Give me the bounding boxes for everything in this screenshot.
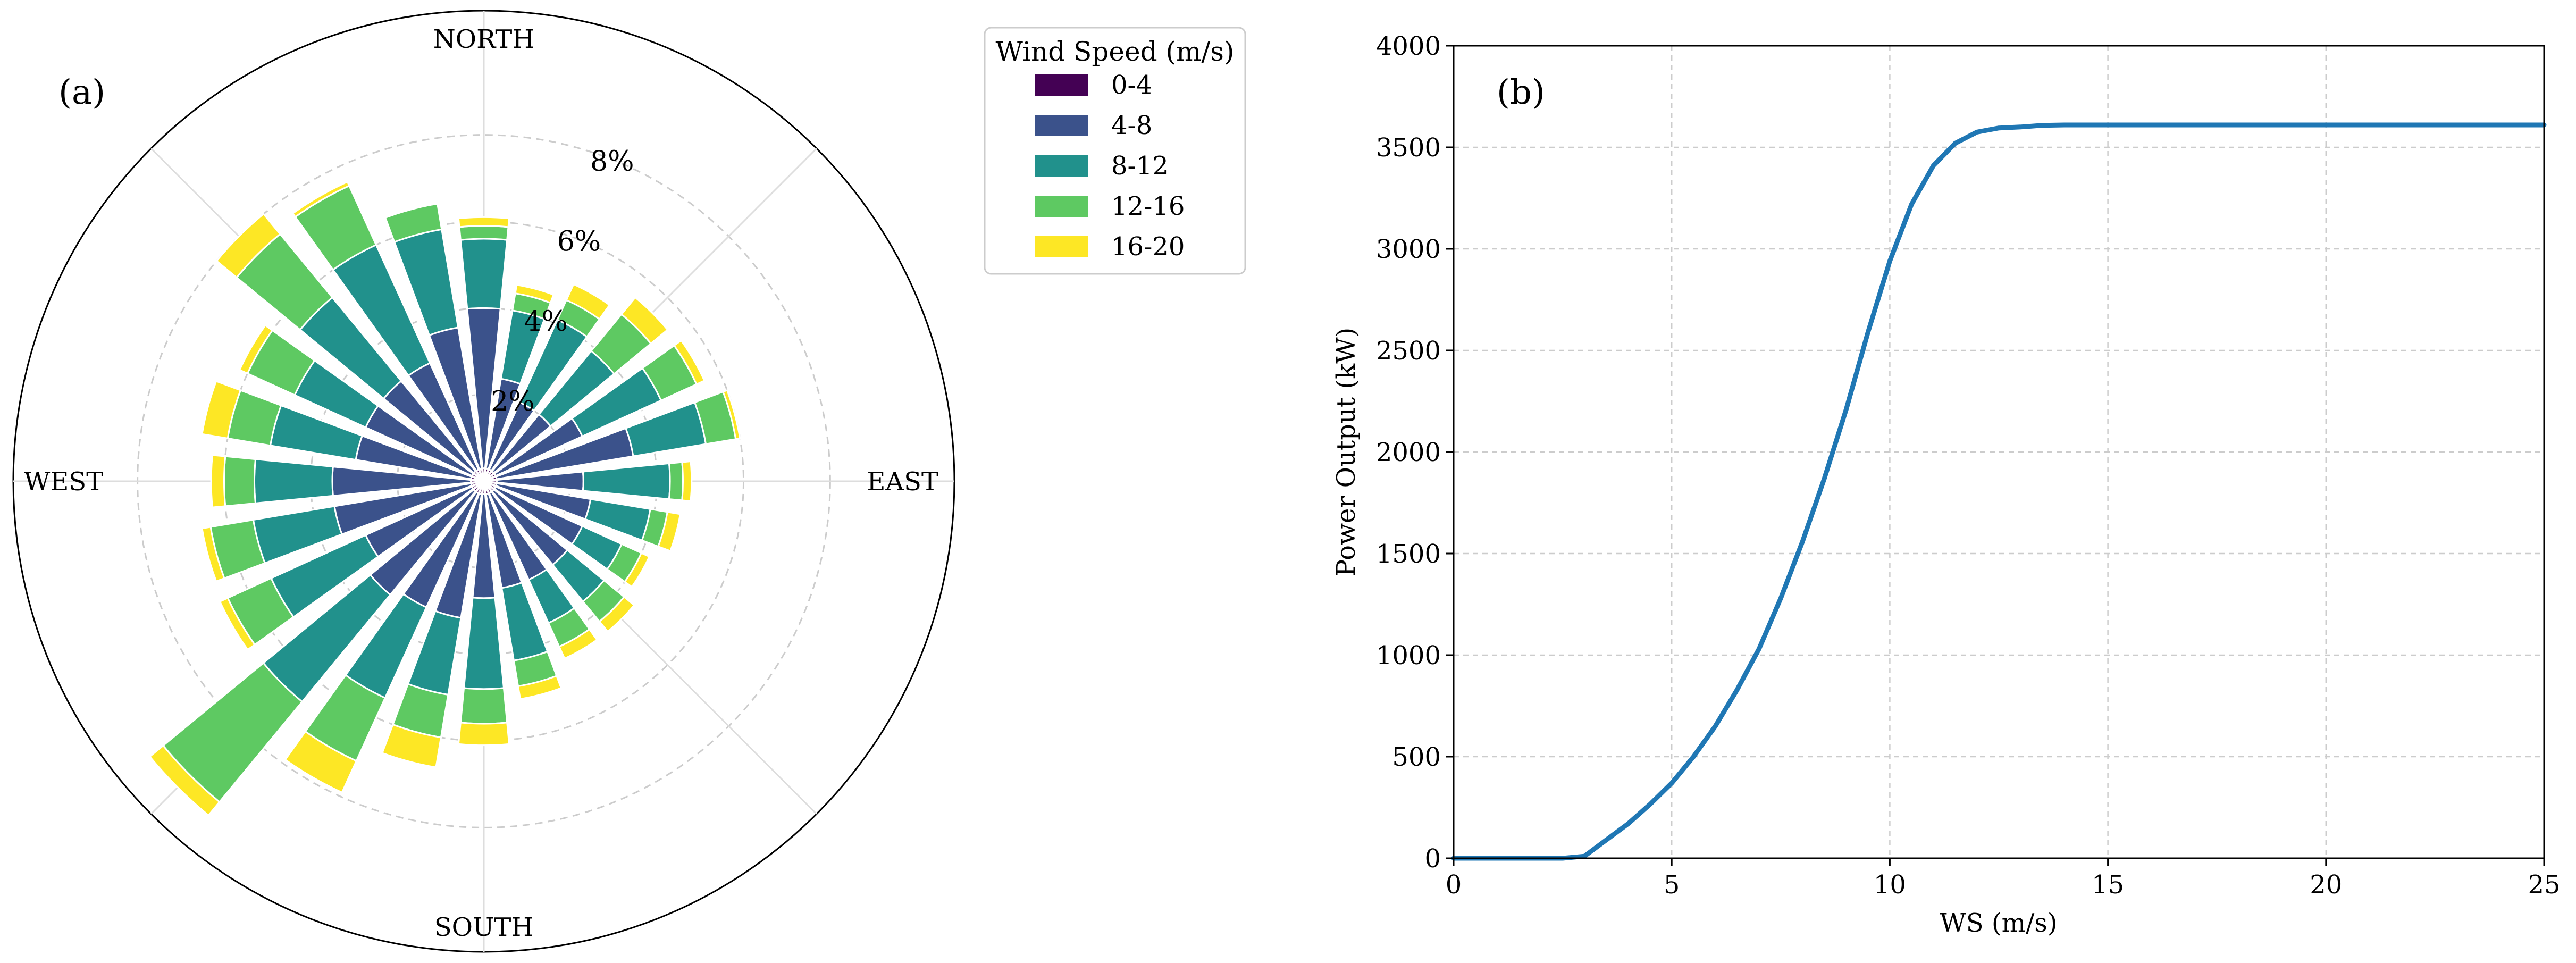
radial-tick-label: 2%	[491, 386, 535, 418]
direction-label: SOUTH	[434, 912, 534, 942]
wind-rose-bar-segment	[238, 324, 274, 375]
power-curve-ticks: 0 5 10 15 20 25 0 500 1000 1500 2000 2500 3000 3500 40…	[1376, 31, 2561, 900]
power-curve-chart: 0 5 10 15 20 25 0 500 1000 1500 2000 2500 3000 3500 40…	[1331, 31, 2561, 938]
wind-rose-bar-segment	[458, 225, 509, 241]
panel-label-b: (b)	[1497, 73, 1545, 112]
wind-rose-bar-segment	[598, 596, 635, 633]
wind-rose-labels: NORTH EAST SOUTH WEST 2% 4% 6% 8%	[24, 24, 938, 942]
power-curve-grid	[1453, 45, 2545, 859]
wind-rose-bar-segment	[558, 628, 598, 660]
wind-rose-bar-segment	[457, 216, 510, 228]
y-axis-title: Power Output (kW)	[1331, 328, 1361, 577]
direction-label: WEST	[24, 467, 103, 497]
wind-rose-bar-segment	[673, 339, 706, 386]
wind-rose-bar-segment	[219, 597, 256, 651]
legend-swatch	[1035, 115, 1088, 136]
wind-rose-bar-segment	[381, 723, 442, 768]
wind-rose-bar-segment	[284, 730, 358, 794]
y-tick-label: 2500	[1376, 336, 1441, 366]
x-tick-label: 0	[1446, 870, 1462, 900]
legend-label: 12-16	[1111, 191, 1185, 221]
legend-label: 8-12	[1111, 151, 1169, 181]
wind-rose-bar-segment	[215, 213, 281, 279]
y-tick-label: 3000	[1376, 235, 1441, 264]
wind-rose-bar-segment	[722, 389, 741, 440]
legend-title: Wind Speed (m/s)	[996, 36, 1235, 67]
legend-items: 0-4 4-8 8-12 12-16 16-20	[1035, 70, 1185, 262]
wind-rose-bar-segment	[657, 511, 682, 552]
legend: Wind Speed (m/s) 0-4 4-8 8-12 12-16 16-20	[984, 27, 1246, 275]
direction-label: NORTH	[433, 24, 535, 54]
wind-rose-bar-segment	[463, 597, 505, 690]
legend-swatch	[1035, 196, 1088, 217]
wind-rose-bars	[148, 180, 741, 817]
wind-rose-bar-segment	[223, 455, 257, 507]
wind-rose-bar-segment	[457, 722, 510, 747]
legend-swatch	[1035, 155, 1088, 177]
wind-rose-bar-segment	[291, 180, 350, 218]
legend-swatch	[1035, 74, 1088, 96]
wind-rose-bar-segment	[517, 675, 563, 700]
legend-label: 16-20	[1111, 232, 1185, 262]
wind-rose-bar-segment	[148, 744, 221, 817]
wind-rose-chart: NORTH EAST SOUTH WEST 2% 4% 6% 8% (a)	[12, 10, 955, 953]
wind-rose-bar-segment	[201, 380, 242, 440]
x-tick-label: 10	[1874, 870, 1906, 900]
power-curve-line	[1451, 122, 2547, 861]
x-tick-label: 20	[2310, 870, 2342, 900]
wind-rose-bar-segment	[624, 552, 651, 588]
y-tick-label: 1000	[1376, 641, 1441, 671]
wind-rose-bar-segment	[514, 283, 555, 304]
y-tick-label: 500	[1392, 742, 1441, 772]
wind-rose-bar-segment	[459, 687, 508, 725]
wind-rose-bar-segment	[681, 460, 693, 503]
panel-label-a: (a)	[58, 73, 105, 112]
radial-tick-label: 4%	[524, 306, 568, 338]
wind-rose-bar-segment	[201, 526, 225, 583]
direction-label: EAST	[867, 467, 938, 497]
legend-swatch	[1035, 236, 1088, 257]
wind-rose-bar-segment	[459, 238, 508, 310]
legend-label: 0-4	[1111, 70, 1152, 100]
wind-rose-bar-segment	[565, 283, 611, 321]
wind-rose-bar-segment	[620, 296, 669, 345]
wind-rose-bar-segment	[582, 462, 671, 500]
wind-rose-bar-segment	[210, 454, 226, 508]
y-tick-label: 4000	[1376, 31, 1441, 61]
y-tick-label: 2000	[1376, 438, 1441, 467]
x-tick-label: 25	[2528, 870, 2560, 900]
legend-label: 4-8	[1111, 111, 1152, 140]
x-tick-label: 15	[2092, 870, 2124, 900]
y-tick-label: 0	[1424, 844, 1441, 874]
radial-tick-label: 8%	[590, 146, 634, 178]
y-tick-label: 3500	[1376, 133, 1441, 163]
radial-tick-label: 6%	[557, 226, 601, 258]
wind-rose-bar-segment	[668, 461, 684, 501]
x-axis-title: WS (m/s)	[1940, 908, 2057, 938]
x-tick-label: 5	[1664, 870, 1680, 900]
wind-rose-bar-segment	[254, 458, 334, 504]
y-tick-label: 1500	[1376, 539, 1441, 569]
